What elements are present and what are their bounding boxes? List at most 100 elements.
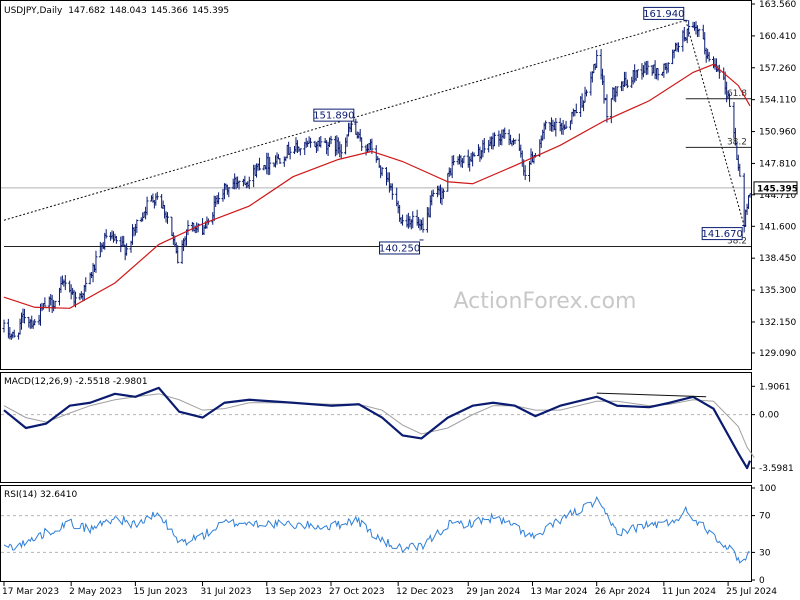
price-tick-label: 132.150 [759,318,796,328]
ohlc-bar [411,211,415,229]
ohlc-bar [390,183,394,200]
macd-title: MACD(12,26,9) -2.5518 -2.9801 [4,377,148,387]
ohlc-bar [166,212,170,224]
ohlc-bar [257,157,261,171]
annotation-label: 141.670 [701,229,742,240]
ohlc-bar [717,64,721,79]
fibonacci-levels: 61.8 38.2 38.2 [4,89,751,248]
date-tick-label: 26 Apr 2024 [595,587,651,597]
ohlc-bar [63,275,67,291]
annotation-box [643,6,685,20]
moving-average-line [3,63,751,309]
chart-header: USDJPY,Daily 147.682 148.043 145.366 145.395 [4,6,229,16]
ohlc-bar [2,319,6,333]
ohlc-bars [2,20,752,340]
ohlc-bar [329,135,333,145]
header-open: 147.682 [68,6,105,16]
annotation-box [379,241,421,255]
ohlc-bar [217,192,221,205]
ohlc-bar [687,20,691,37]
ohlc-bar [339,144,343,160]
header-close: 145.395 [192,6,229,16]
rsi-title: RSI(14) 32.6410 [4,490,77,500]
ohlc-bar [94,250,98,273]
date-tick-label: 31 Jul 2023 [201,587,252,597]
header-high: 148.043 [110,6,147,16]
ohlc-bar [380,167,384,176]
ohlc-bar [227,187,231,198]
ohlc-bar [145,196,149,216]
price-tick-label: 160.410 [759,32,796,42]
current-price-label: 145.395 [757,184,798,194]
ohlc-bar [493,132,497,147]
ohlc-bar [196,223,200,233]
current-price-tag [753,181,798,195]
rsi-axis: 100 70 30 0 [751,484,776,586]
fib-level-label: 61.8 [727,89,747,99]
macd-axis: 1.9061 0.00 -3.5981 [751,382,794,474]
date-tick-label: 17 Mar 2023 [2,587,59,597]
ohlc-bar [176,245,180,264]
ohlc-bar [707,51,711,62]
macd-tick-label: 1.9061 [759,382,791,392]
fib-level-label: 38.2 [727,237,747,247]
decline-trendline [685,20,745,226]
date-tick-label: 25 Jul 2024 [726,587,777,597]
ohlc-bar [738,163,742,177]
rsi-line [3,496,751,564]
ohlc-bar [22,308,26,324]
ohlc-bar [401,214,405,226]
fib-level-label: 38.2 [727,137,747,147]
ohlc-bar [431,189,435,197]
ohlc-bar [421,217,425,233]
price-tick-label: 144.710 [759,191,796,201]
price-axis: 163.560 160.410 157.260 154.110 150.960 147.8… [751,0,798,359]
rsi-tick-label: 100 [759,484,776,494]
price-annotations: 151.890 140.250 161.940 141.670 [313,6,747,255]
ohlc-bar [135,219,139,233]
price-tick-label: 129.090 [759,349,796,359]
ohlc-bar [309,137,313,148]
ohlc-bar [554,117,558,137]
date-axis: 17 Mar 2023 2 May 2023 15 Jun 2023 31 Jul 2… [2,582,777,597]
price-tick-label: 157.260 [759,64,796,74]
ohlc-bar [186,220,190,236]
annotation-box [313,108,355,122]
ohlc-bar [605,94,609,123]
ohlc-bar [503,127,507,139]
price-tick-label: 150.960 [759,128,796,138]
annotation-box [701,227,743,241]
date-tick-label: 27 Oct 2023 [329,587,385,597]
ohlc-bar [33,319,37,326]
rsi-tick-label: 30 [759,548,771,558]
ohlc-bar [360,137,364,152]
ohlc-bar [247,176,251,190]
ohlc-bar [114,236,118,244]
macd-panel [0,372,752,483]
price-tick-label: 138.450 [759,254,796,264]
ohlc-bar [564,120,568,130]
header-timeframe: Daily [40,6,63,16]
annotation-label: 140.250 [379,243,420,254]
ohlc-bar [676,42,680,53]
date-tick-label: 29 Jan 2024 [466,587,520,597]
date-tick-label: 13 Sep 2023 [265,587,322,597]
rsi-line [1,496,751,564]
ohlc-bar [298,148,302,156]
macd-lines [1,386,755,470]
ohlc-bar [584,89,588,97]
ohlc-bar [43,297,47,307]
ohlc-bar [288,146,292,160]
ohlc-bar [595,49,599,68]
ohlc-bar [656,68,660,81]
price-tick-label: 147.810 [759,159,796,169]
date-tick-label: 2 May 2023 [69,587,122,597]
ohlc-bar [523,165,527,181]
annotation-label: 151.890 [313,111,354,122]
ohlc-bar [666,62,670,73]
ohlc-bar [482,137,486,154]
ohlc-bar [12,329,16,338]
ohlc-bar [462,155,466,164]
macd-main-line [3,386,752,470]
